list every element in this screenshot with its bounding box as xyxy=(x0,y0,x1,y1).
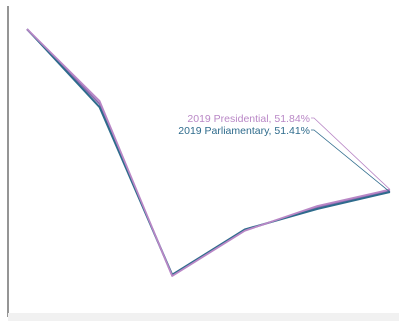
series-line-0 xyxy=(26,28,391,277)
annotation-label-1: 2019 Parliamentary, 51.41% xyxy=(178,125,310,137)
series-line-2 xyxy=(26,28,391,277)
annotation-leader-1 xyxy=(311,129,391,193)
bottom-strip xyxy=(8,313,399,321)
series-layer xyxy=(26,28,391,277)
series-line-1 xyxy=(26,28,391,276)
annotation-label-0: 2019 Presidential, 51.84% xyxy=(187,113,310,125)
annotation-leader-0 xyxy=(311,117,391,190)
annotation-layer: 2019 Presidential, 51.84%2019 Parliament… xyxy=(178,113,391,193)
